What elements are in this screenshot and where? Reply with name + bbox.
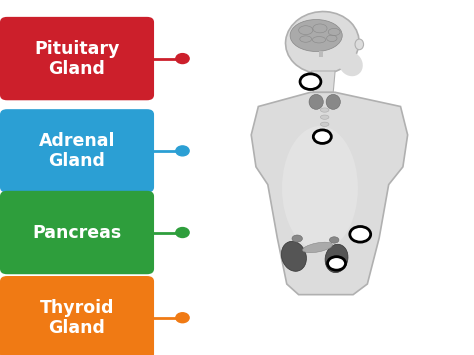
Ellipse shape (320, 129, 329, 133)
FancyBboxPatch shape (0, 17, 154, 100)
Circle shape (300, 74, 321, 89)
Circle shape (350, 226, 371, 242)
Circle shape (176, 228, 189, 237)
Ellipse shape (320, 122, 329, 126)
Text: Thyroid
Gland: Thyroid Gland (40, 299, 114, 337)
Text: Pituitary
Gland: Pituitary Gland (34, 39, 120, 78)
Circle shape (176, 54, 189, 64)
Ellipse shape (325, 244, 348, 273)
Circle shape (313, 130, 331, 143)
Circle shape (176, 146, 189, 156)
Ellipse shape (309, 94, 323, 109)
FancyBboxPatch shape (0, 191, 154, 274)
Circle shape (176, 313, 189, 323)
Ellipse shape (290, 20, 342, 51)
Polygon shape (251, 92, 408, 295)
Ellipse shape (339, 51, 363, 76)
Ellipse shape (355, 39, 364, 50)
Ellipse shape (282, 241, 306, 271)
Ellipse shape (302, 242, 333, 253)
Circle shape (328, 257, 346, 270)
FancyBboxPatch shape (0, 276, 154, 355)
Text: Pancreas: Pancreas (32, 224, 122, 241)
Ellipse shape (292, 235, 302, 242)
Polygon shape (311, 71, 335, 92)
Ellipse shape (326, 94, 340, 109)
Ellipse shape (329, 237, 339, 243)
FancyBboxPatch shape (0, 109, 154, 192)
Ellipse shape (320, 115, 329, 119)
Polygon shape (319, 51, 323, 57)
Text: Adrenal
Gland: Adrenal Gland (39, 132, 115, 170)
Ellipse shape (285, 12, 359, 73)
Ellipse shape (320, 108, 329, 112)
Ellipse shape (282, 126, 358, 250)
